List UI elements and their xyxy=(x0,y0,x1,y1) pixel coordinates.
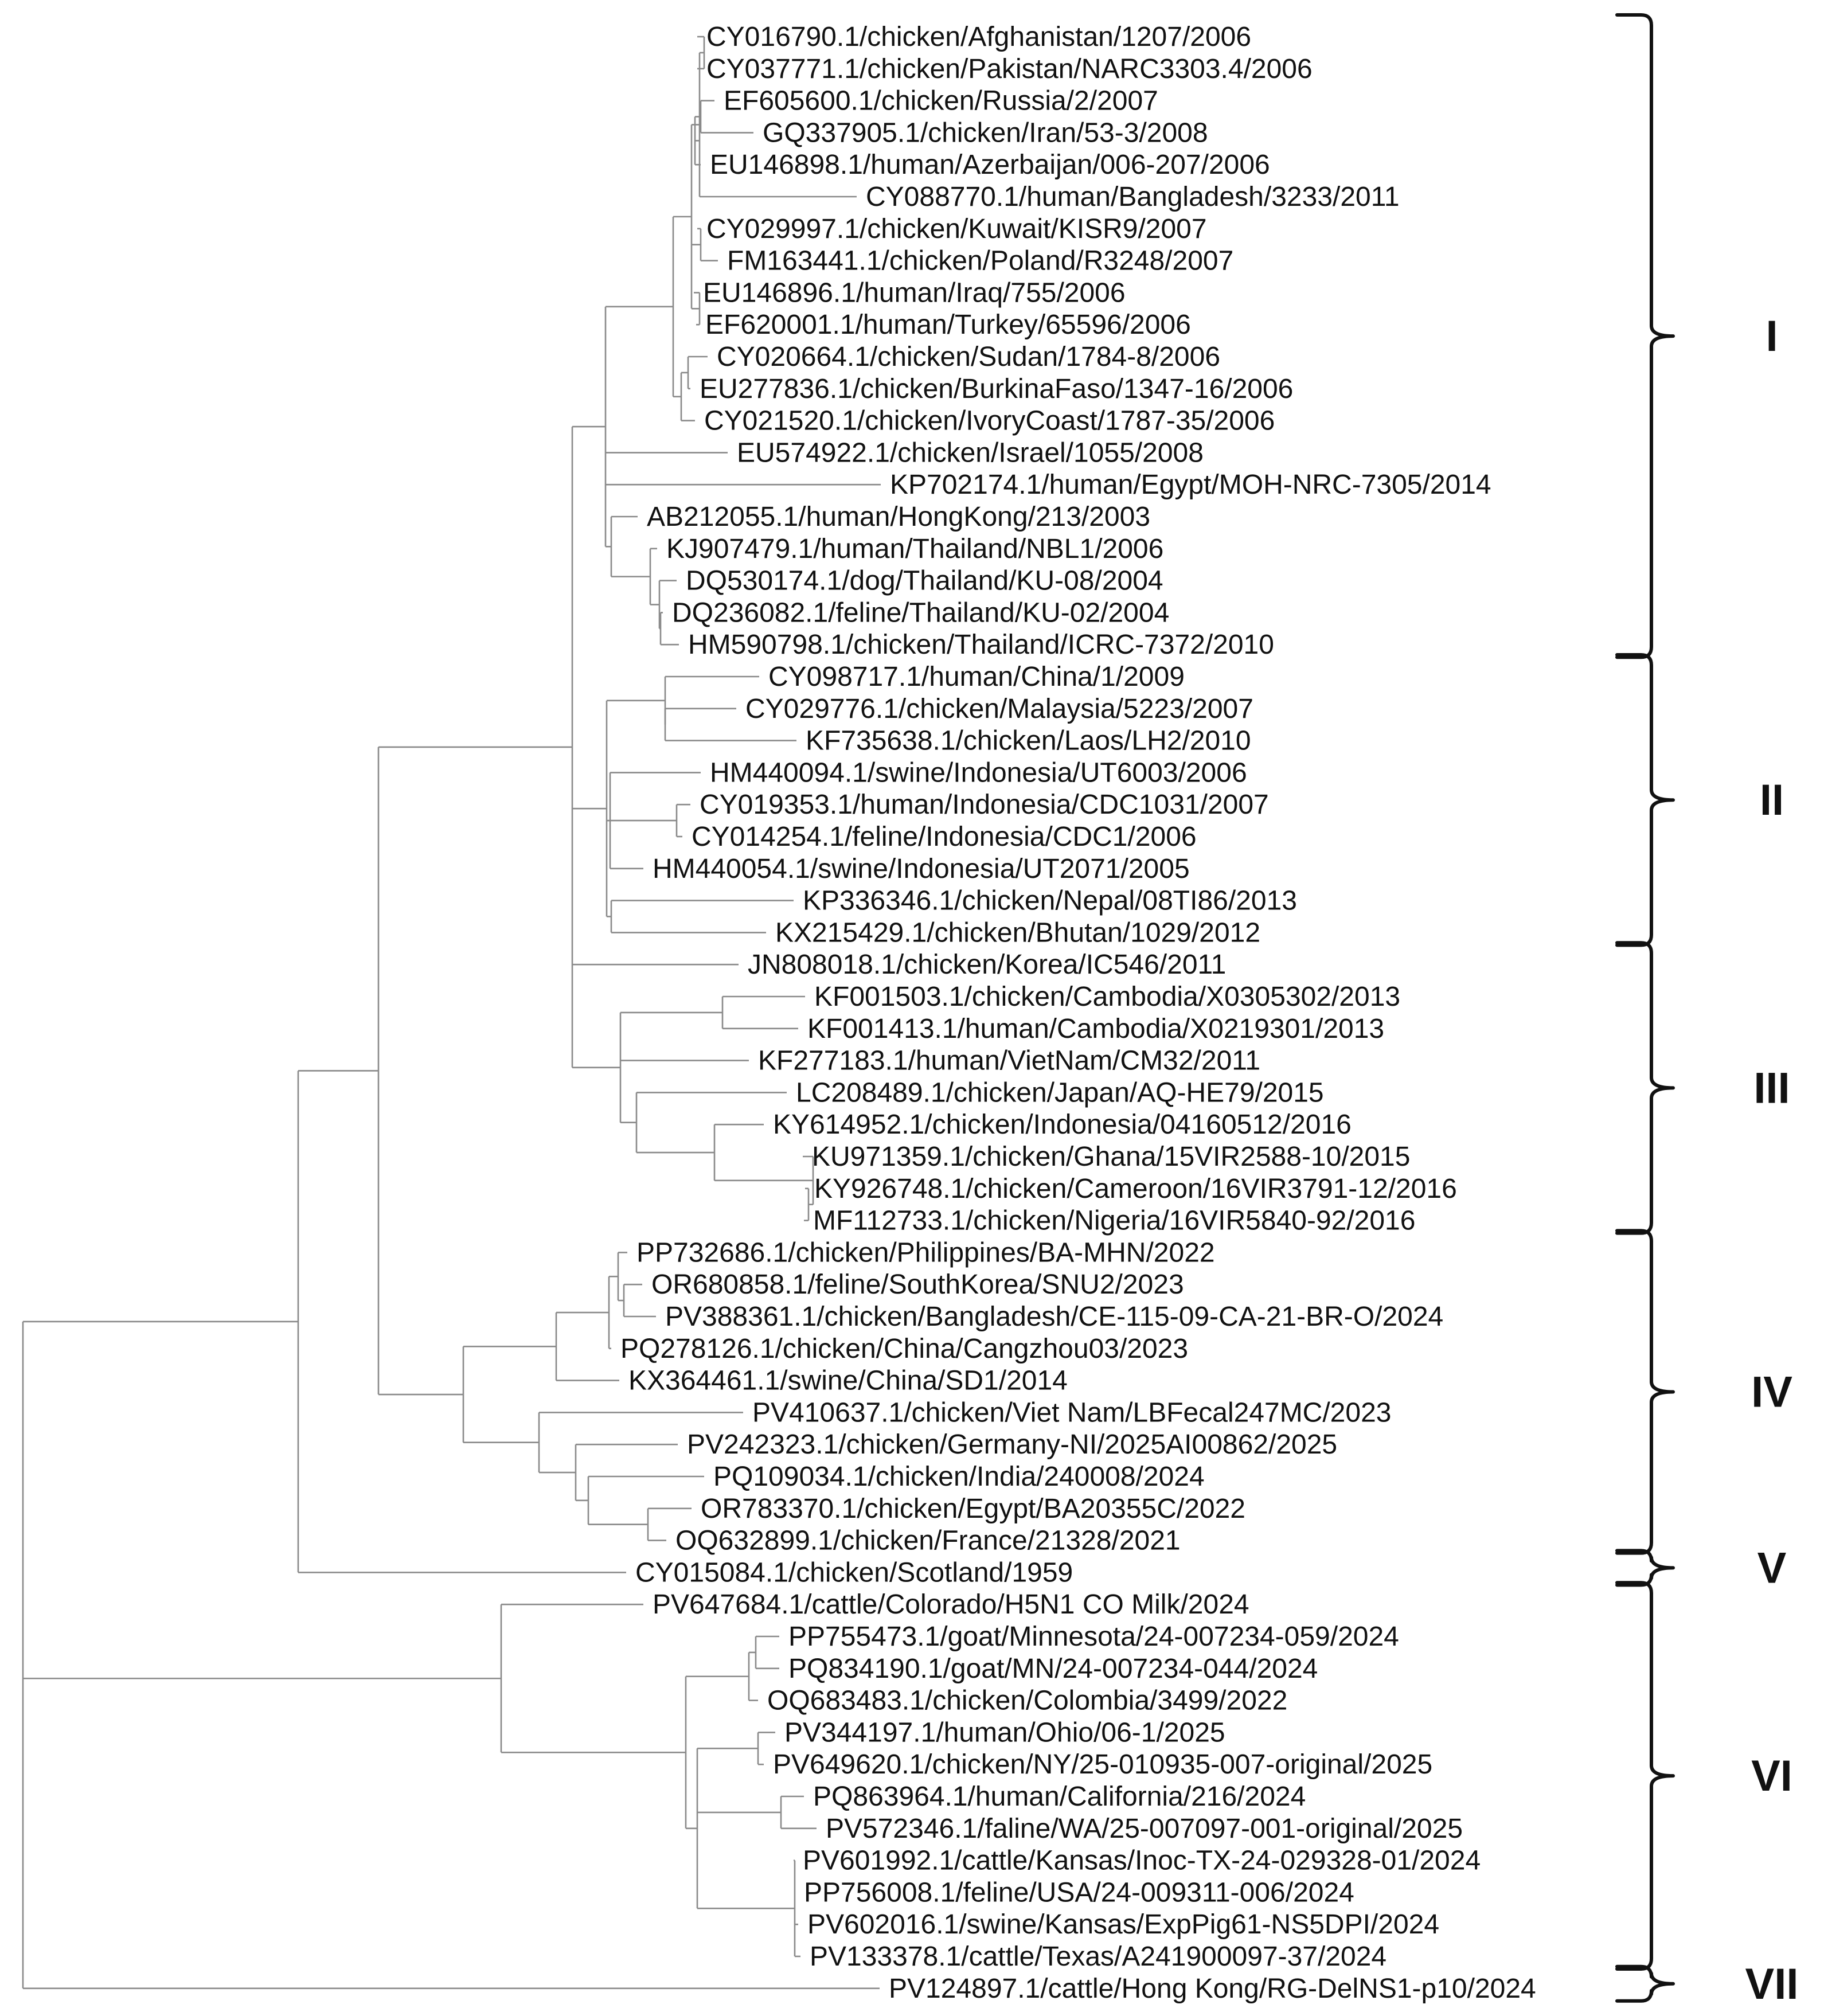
leaf-label: KX364461.1/swine/China/SD1/2014 xyxy=(628,1366,1068,1396)
clade-label-vi: VI xyxy=(1751,1752,1792,1800)
clade-bracket-vi xyxy=(1615,1581,1675,1971)
leaf-label: LC208489.1/chicken/Japan/AQ-HE79/2015 xyxy=(796,1077,1324,1108)
leaf-label: HM590798.1/chicken/Thailand/ICRC-7372/20… xyxy=(688,630,1274,660)
leaf-label: EU277836.1/chicken/BurkinaFaso/1347-16/2… xyxy=(700,374,1293,404)
tree-branches xyxy=(22,36,881,1990)
leaf-label: CY098717.1/human/China/1/2009 xyxy=(768,662,1185,692)
leaf-label: EU146898.1/human/Azerbaijan/006-207/2006 xyxy=(710,150,1270,180)
leaf-label: FM163441.1/chicken/Poland/R3248/2007 xyxy=(727,246,1233,276)
leaf-label: KJ907479.1/human/Thailand/NBL1/2006 xyxy=(666,534,1163,564)
leaf-label: CY088770.1/human/Bangladesh/3233/2011 xyxy=(866,182,1400,212)
leaf-label: OR783370.1/chicken/Egypt/BA20355C/2022 xyxy=(701,1494,1245,1524)
leaf-label: OR680858.1/feline/SouthKorea/SNU2/2023 xyxy=(651,1269,1184,1300)
clade-bracket-ii xyxy=(1615,653,1675,947)
leaf-label: MF112733.1/chicken/Nigeria/16VIR5840-92/… xyxy=(813,1206,1415,1236)
leaf-label: JN808018.1/chicken/Korea/IC546/2011 xyxy=(748,950,1226,980)
leaf-label: KP336346.1/chicken/Nepal/08TI86/2013 xyxy=(803,886,1297,916)
leaf-label: PP732686.1/chicken/Philippines/BA-MHN/20… xyxy=(636,1237,1215,1268)
clade-bracket-v xyxy=(1615,1549,1675,1587)
leaf-label: KP702174.1/human/Egypt/MOH-NRC-7305/2014 xyxy=(890,470,1491,500)
leaf-label: KX215429.1/chicken/Bhutan/1029/2012 xyxy=(775,917,1260,948)
leaf-label: KY926748.1/chicken/Cameroon/16VIR3791-12… xyxy=(814,1174,1457,1204)
clade-label-v: V xyxy=(1757,1544,1787,1592)
leaf-label: OQ632899.1/chicken/France/21328/2021 xyxy=(675,1526,1181,1556)
leaf-label: CY021520.1/chicken/IvoryCoast/1787-35/20… xyxy=(704,406,1275,436)
leaf-label: PQ863964.1/human/California/216/2024 xyxy=(813,1781,1306,1812)
leaf-label: CY037771.1/chicken/Pakistan/NARC3303.4/2… xyxy=(706,54,1313,84)
clade-label-ii: II xyxy=(1760,776,1784,825)
leaf-label: PV601992.1/cattle/Kansas/Inoc-TX-24-0293… xyxy=(803,1846,1481,1876)
leaf-label: HM440094.1/swine/Indonesia/UT6003/2006 xyxy=(710,757,1247,788)
leaf-label: HM440054.1/swine/Indonesia/UT2071/2005 xyxy=(653,854,1190,884)
leaf-label: PV124897.1/cattle/Hong Kong/RG-DelNS1-p1… xyxy=(889,1974,1536,2004)
leaf-label: PP756008.1/feline/USA/24-009311-006/2024 xyxy=(804,1877,1354,1908)
leaf-label: KF001413.1/human/Cambodia/X0219301/2013 xyxy=(807,1014,1384,1044)
leaf-label: DQ530174.1/dog/Thailand/KU-08/2004 xyxy=(686,566,1163,596)
leaf-label: PV242323.1/chicken/Germany-NI/2025AI0086… xyxy=(687,1429,1337,1460)
leaf-label: PV388361.1/chicken/Bangladesh/CE-115-09-… xyxy=(665,1302,1443,1332)
clade-label-vii: VII xyxy=(1745,1960,1799,2009)
leaf-label: PV133378.1/cattle/Texas/A241900097-37/20… xyxy=(810,1941,1386,1972)
leaf-label: EU146896.1/human/Iraq/755/2006 xyxy=(703,278,1126,308)
leaf-label: KF735638.1/chicken/Laos/LH2/2010 xyxy=(806,726,1251,756)
leaf-label: PP755473.1/goat/Minnesota/24-007234-059/… xyxy=(788,1622,1399,1652)
leaf-label: CY029776.1/chicken/Malaysia/5223/2007 xyxy=(745,694,1253,724)
leaf-label: KY614952.1/chicken/Indonesia/04160512/20… xyxy=(773,1109,1352,1140)
leaf-label: PV647684.1/cattle/Colorado/H5N1 CO Milk/… xyxy=(653,1589,1249,1620)
leaf-label: GQ337905.1/chicken/Iran/53-3/2008 xyxy=(763,118,1208,148)
leaf-label: PV602016.1/swine/Kansas/ExpPig61-NS5DPI/… xyxy=(807,1909,1439,1940)
clade-bracket-iv xyxy=(1615,1229,1675,1555)
leaf-label: PQ109034.1/chicken/India/240008/2024 xyxy=(713,1462,1205,1492)
clade-label-iv: IV xyxy=(1751,1368,1792,1417)
leaf-label: PQ278126.1/chicken/China/Cangzhou03/2023 xyxy=(620,1334,1188,1364)
leaf-label: AB212055.1/human/HongKong/213/2003 xyxy=(647,502,1150,532)
clade-bracket-i xyxy=(1615,13,1675,659)
leaf-label: EU574922.1/chicken/Israel/1055/2008 xyxy=(737,437,1204,468)
leaf-label: DQ236082.1/feline/Thailand/KU-02/2004 xyxy=(672,597,1169,628)
leaf-label: PV344197.1/human/Ohio/06-1/2025 xyxy=(784,1717,1225,1748)
leaf-label: PV649620.1/chicken/NY/25-010935-007-orig… xyxy=(773,1749,1432,1780)
leaf-label: KU971359.1/chicken/Ghana/15VIR2588-10/20… xyxy=(812,1142,1410,1172)
leaf-label: PV410637.1/chicken/Viet Nam/LBFecal247MC… xyxy=(752,1397,1391,1428)
clade-bracket-vii xyxy=(1615,1964,1675,2003)
leaf-label: EF605600.1/chicken/Russia/2/2007 xyxy=(724,86,1158,116)
leaf-labels: CY016790.1/chicken/Afghanistan/1207/2006… xyxy=(620,22,1536,2004)
leaf-label: CY014254.1/feline/Indonesia/CDC1/2006 xyxy=(692,822,1197,852)
clade-label-iii: III xyxy=(1753,1064,1790,1112)
leaf-label: PV572346.1/faline/WA/25-007097-001-origi… xyxy=(826,1814,1463,1844)
leaf-label: PQ834190.1/goat/MN/24-007234-044/2024 xyxy=(788,1654,1318,1684)
leaf-label: CY029997.1/chicken/Kuwait/KISR9/2007 xyxy=(706,214,1207,244)
leaf-label: CY019353.1/human/Indonesia/CDC1031/2007 xyxy=(700,790,1269,820)
leaf-label: CY020664.1/chicken/Sudan/1784-8/2006 xyxy=(717,342,1220,372)
leaf-label: EF620001.1/human/Turkey/65596/2006 xyxy=(705,310,1191,340)
leaf-label: KF277183.1/human/VietNam/CM32/2011 xyxy=(758,1046,1260,1076)
leaf-label: OQ683483.1/chicken/Colombia/3499/2022 xyxy=(767,1686,1287,1716)
leaf-label: CY016790.1/chicken/Afghanistan/1207/2006 xyxy=(706,22,1251,52)
clade-label-i: I xyxy=(1766,312,1778,361)
leaf-label: CY015084.1/chicken/Scotland/1959 xyxy=(635,1557,1073,1588)
clade-bracket-iii xyxy=(1615,941,1675,1235)
leaf-label: KF001503.1/chicken/Cambodia/X0305302/201… xyxy=(814,982,1400,1012)
